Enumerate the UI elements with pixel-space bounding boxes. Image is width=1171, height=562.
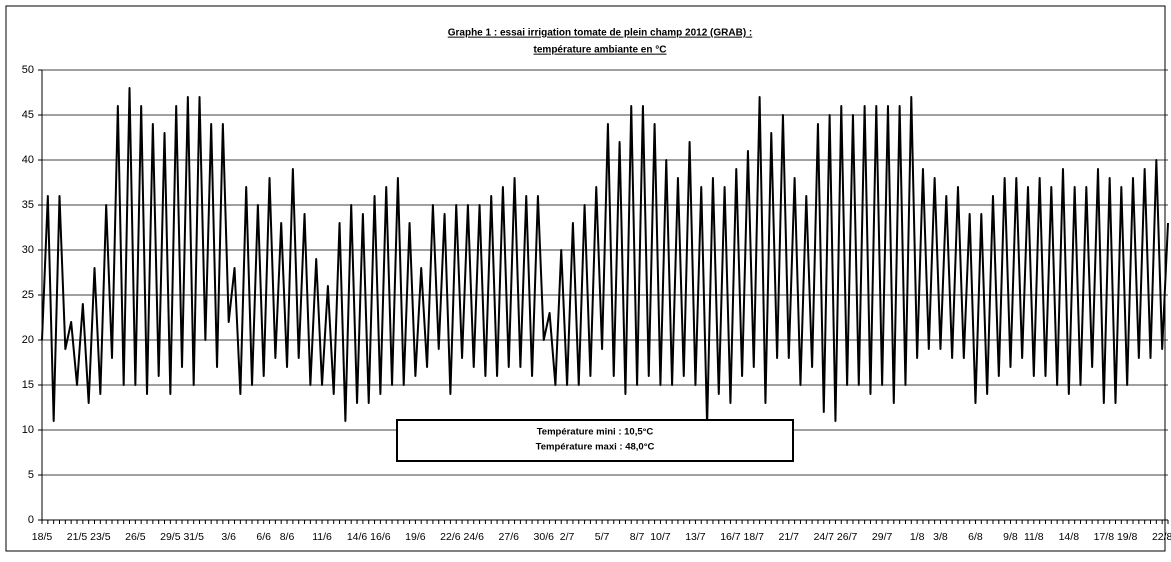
x-tick-label: 3/6 (221, 531, 236, 543)
x-tick-label: 13/7 (685, 531, 706, 543)
x-tick-label: 26/7 (837, 531, 858, 543)
x-tick-label: 6/8 (968, 531, 983, 543)
annotation: Température mini : 10,5°C (537, 427, 654, 438)
x-tick-label: 23/5 (90, 531, 111, 543)
x-tick-label: 18/7 (744, 531, 765, 543)
x-tick-label: 31/5 (183, 531, 204, 543)
y-tick-label: 10 (22, 424, 34, 436)
x-tick-label: 11/6 (312, 531, 332, 543)
y-tick-label: 20 (22, 334, 34, 346)
y-tick-label: 30 (22, 244, 34, 256)
x-tick-label: 24/6 (464, 531, 485, 543)
x-tick-label: 22/6 (440, 531, 461, 543)
x-tick-label: 22/8 (1152, 531, 1171, 543)
line-series (41, 87, 1169, 427)
x-tick-label: 16/7 (720, 531, 741, 543)
x-tick-label: 21/7 (779, 531, 800, 543)
x-tick-label: 8/7 (630, 531, 645, 543)
x-tick-label: 14/6 (347, 531, 368, 543)
x-tick-label: 29/5 (160, 531, 181, 543)
x-tick-label: 21/5 (67, 531, 88, 543)
x-tick-label: 2/7 (560, 531, 575, 543)
x-tick-label: 10/7 (650, 531, 671, 543)
x-tick-label: 27/6 (499, 531, 520, 543)
x-tick-label: 3/8 (933, 531, 948, 543)
x-tick-label: 29/7 (872, 531, 893, 543)
x-tick-label: 19/6 (405, 531, 426, 543)
x-tick-label: 6/6 (256, 531, 271, 543)
y-tick-label: 25 (22, 289, 34, 301)
y-tick-label: 5 (28, 469, 34, 481)
x-tick-label: 30/6 (534, 531, 555, 543)
x-tick-label: 11/8 (1024, 531, 1044, 543)
annotation-box (396, 419, 794, 462)
x-tick-label: 8/6 (280, 531, 295, 543)
x-tick-label: 1/8 (910, 531, 925, 543)
y-tick-label: 45 (22, 109, 34, 121)
x-tick-label: 16/6 (370, 531, 391, 543)
annotation: Température maxi : 48,0°C (536, 442, 655, 453)
x-tick-label: 18/5 (32, 531, 53, 543)
x-tick-label: 5/7 (595, 531, 610, 543)
x-tick-label: 9/8 (1003, 531, 1018, 543)
y-tick-label: 0 (28, 514, 34, 526)
chart-subtitle: température ambiante en °C (534, 45, 667, 56)
x-tick-label: 14/8 (1059, 531, 1080, 543)
x-tick-label: 26/5 (125, 531, 146, 543)
y-tick-label: 35 (22, 199, 34, 211)
x-tick-label: 17/8 (1094, 531, 1115, 543)
y-tick-label: 40 (22, 154, 34, 166)
y-tick-label: 15 (22, 379, 34, 391)
y-tick-label: 50 (22, 64, 34, 76)
x-tick-label: 19/8 (1117, 531, 1138, 543)
chart-title: Graphe 1 : essai irrigation tomate de pl… (448, 28, 753, 39)
x-tick-label: 24/7 (814, 531, 835, 543)
